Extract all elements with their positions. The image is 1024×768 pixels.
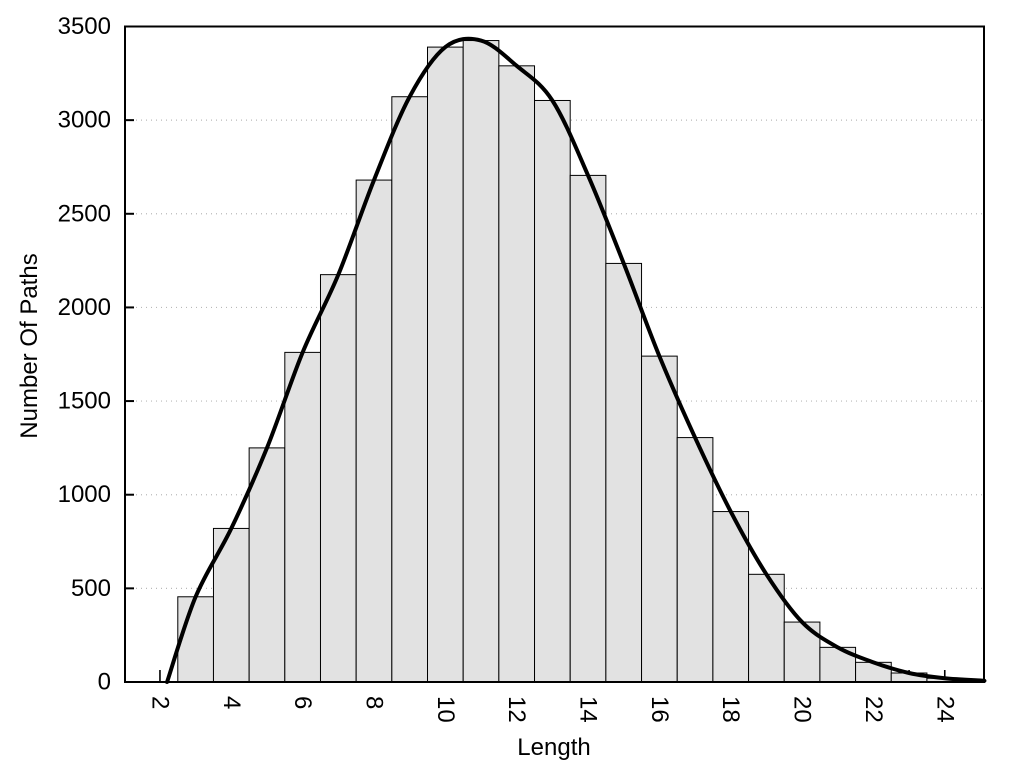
histogram-bar: [569, 174, 607, 683]
plot-border: [124, 25, 985, 683]
x-tick-label: 22: [860, 696, 887, 723]
histogram-bar: [712, 511, 750, 683]
y-tick-label: 2000: [58, 294, 111, 321]
y-tick-label: 1500: [58, 388, 111, 415]
histogram-bar: [462, 40, 500, 683]
y-tick-label: 3500: [58, 13, 111, 40]
x-tick-label: 14: [575, 696, 602, 723]
histogram-bar: [534, 99, 571, 683]
histogram-bar: [248, 447, 286, 683]
x-tick-label: 24: [931, 696, 958, 723]
x-tick-label: 12: [503, 696, 530, 723]
x-tick-label: 6: [289, 696, 316, 709]
y-tick-label: 0: [98, 669, 111, 696]
y-tick-label: 2500: [58, 200, 111, 227]
histogram-bar: [284, 351, 321, 683]
x-tick-label: 18: [717, 696, 744, 723]
histogram-bar: [177, 596, 214, 683]
histogram-bar: [676, 437, 714, 683]
x-tick-label: 20: [789, 696, 816, 723]
histogram-bar: [319, 274, 357, 683]
x-tick-label: 10: [432, 696, 459, 723]
x-axis-title: Length: [517, 734, 591, 761]
histogram-bar: [641, 355, 678, 683]
y-axis-title: Number Of Paths: [16, 253, 43, 439]
y-tick-label: 1000: [58, 481, 111, 508]
histogram-bar: [498, 65, 536, 683]
histogram-bar: [391, 96, 429, 683]
histogram-bar: [355, 179, 393, 683]
x-tick-label: 8: [360, 696, 387, 709]
histogram-bar: [605, 262, 643, 683]
y-tick-label: 3000: [58, 107, 111, 134]
histogram-bar: [427, 46, 464, 683]
smooth-fit-curve: [165, 36, 987, 684]
y-tick-label: 500: [71, 575, 111, 602]
x-tick-label: 16: [646, 696, 673, 723]
x-tick-label: 2: [146, 696, 173, 709]
x-tick-label: 4: [218, 696, 245, 709]
